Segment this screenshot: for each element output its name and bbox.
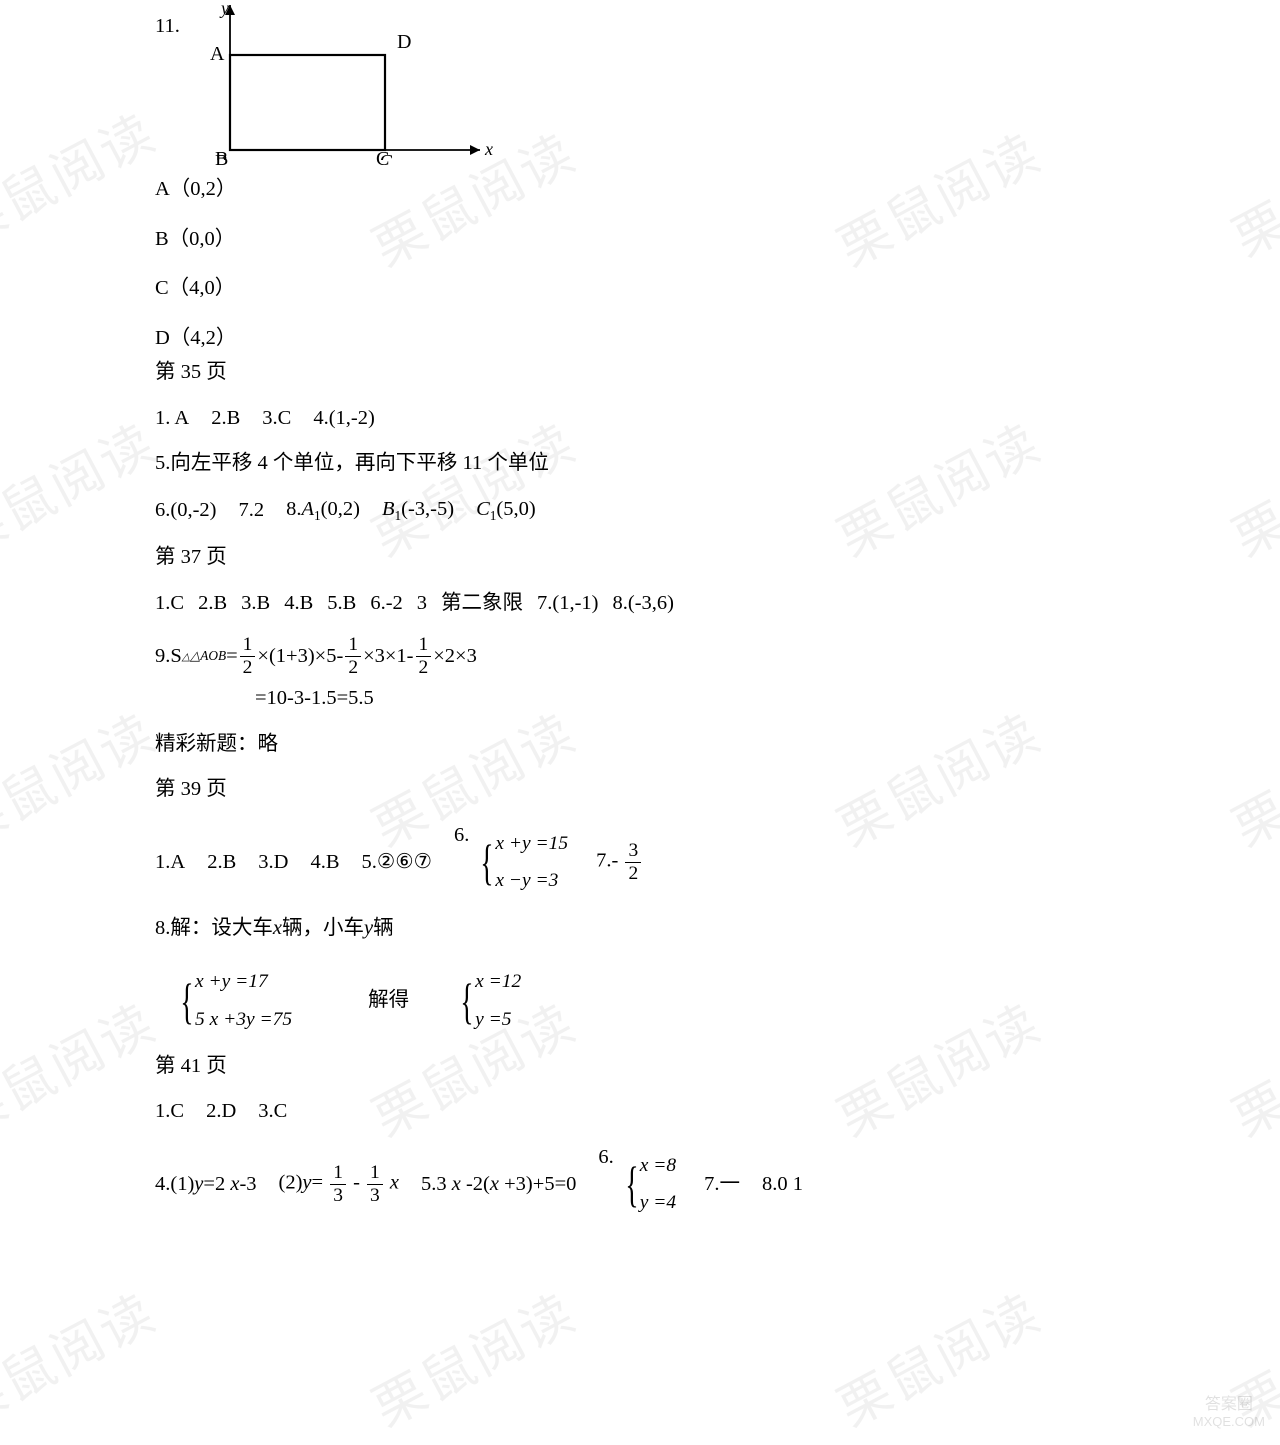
coord-c: C（4,0） bbox=[155, 274, 236, 303]
brace-icon: { bbox=[180, 976, 193, 1026]
p37-6: 6.-2 bbox=[370, 589, 402, 618]
p37-5: 5.B bbox=[327, 589, 356, 618]
watermark-text: 栗鼠阅读 bbox=[826, 118, 1054, 286]
brace-icon: { bbox=[481, 837, 494, 887]
p37-r3: =10-3-1.5=5.5 bbox=[255, 684, 1005, 713]
p35-r2: 5.向左平移 4 个单位，再向下平移 11 个单位 bbox=[155, 449, 1005, 478]
watermark-text: 栗鼠阅读 bbox=[826, 1278, 1054, 1445]
p35-header: 第 35 页 bbox=[155, 358, 1005, 387]
p35-6: 6.(0,-2) bbox=[155, 496, 216, 525]
p41-r1: 1.C 2.D 3.C bbox=[155, 1097, 1005, 1126]
graph-x-label: x bbox=[484, 139, 493, 159]
p35-r3: 6.(0,-2) 7.2 8.A1(0,2) B1(-3,-5) C1(5,0) bbox=[155, 495, 1005, 526]
q11-coords: A（0,2） B（0,0） C（4,0） D（4,2） bbox=[155, 175, 236, 374]
p37-7: 7.(1,-1) bbox=[537, 589, 598, 618]
p41-1: 1.C bbox=[155, 1097, 184, 1126]
graph-pt-b-label: B bbox=[215, 145, 228, 173]
watermark-text: 栗鼠阅读 bbox=[0, 408, 169, 576]
watermark-text: 栗鼠阅读 bbox=[0, 1278, 169, 1445]
p41-7: 7.一 bbox=[704, 1170, 740, 1199]
p37-8: 8.(-3,6) bbox=[613, 589, 674, 618]
watermark-text: 栗鼠阅读 bbox=[1221, 698, 1280, 866]
watermark-text: 栗鼠阅读 bbox=[1221, 408, 1280, 576]
p35-1: 1. A bbox=[155, 404, 189, 433]
p41-2: 2.D bbox=[206, 1097, 236, 1126]
p39-2: 2.B bbox=[207, 848, 236, 877]
p39-1: 1.A bbox=[155, 848, 185, 877]
p35-3: 3.C bbox=[262, 404, 291, 433]
coord-d: D（4,2） bbox=[155, 324, 236, 353]
p35-8: 8.A1(0,2) bbox=[286, 495, 360, 526]
graph-pt-d: D bbox=[397, 31, 411, 53]
watermark-text: 栗鼠阅读 bbox=[361, 1278, 589, 1445]
brace-icon: { bbox=[625, 1159, 638, 1209]
coord-b: B（0,0） bbox=[155, 225, 236, 254]
watermark-text: 栗鼠阅读 bbox=[1221, 988, 1280, 1156]
p39-r1: 1.A 2.B 3.D 4.B 5.②⑥⑦ 6. { x +y =15 x −y… bbox=[155, 821, 1005, 904]
q11-graph: A D B C y x bbox=[185, 0, 495, 169]
p35-2: 2.B bbox=[211, 404, 240, 433]
p37-3: 3.B bbox=[241, 589, 270, 618]
p35-8c: C1(5,0) bbox=[476, 495, 536, 526]
watermark-text: 栗鼠阅读 bbox=[1221, 108, 1280, 276]
graph-pt-a: A bbox=[210, 43, 225, 65]
p39-7: 7.- 32 bbox=[596, 840, 643, 884]
watermark-text: 栗鼠阅读 bbox=[0, 988, 169, 1156]
footer-watermark: 答案圈 MXQE.COM bbox=[1193, 1395, 1265, 1430]
p39-5: 5.②⑥⑦ bbox=[362, 848, 433, 877]
brace-icon: { bbox=[461, 976, 474, 1026]
p37-r1: 1.C 2.B 3.B 4.B 5.B 6.-2 3 第二象限 7.(1,-1)… bbox=[155, 589, 1005, 618]
p39-6: 6. { x +y =15 x −y =3 bbox=[454, 821, 574, 904]
p37-6b: 3 bbox=[417, 589, 427, 618]
watermark-text: 栗鼠阅读 bbox=[0, 98, 169, 266]
graph-pt-c-label: C bbox=[376, 145, 389, 173]
p35-7: 7.2 bbox=[238, 496, 264, 525]
watermark-text: 栗鼠阅读 bbox=[0, 698, 169, 866]
p41-3: 3.C bbox=[258, 1097, 287, 1126]
p37-header: 第 37 页 bbox=[155, 543, 1005, 572]
p39-3: 3.D bbox=[258, 848, 288, 877]
p37-2: 2.B bbox=[198, 589, 227, 618]
p37-r4: 精彩新题：略 bbox=[155, 730, 1005, 759]
p35-4: 4.(1,-2) bbox=[313, 404, 374, 433]
p39-4: 4.B bbox=[310, 848, 339, 877]
p39-r2: 8.解：设大车 x 辆，小车 y 辆 bbox=[155, 914, 1005, 943]
p41-5: 5.3 x -2(x +3)+5=0 bbox=[421, 1170, 576, 1199]
p41-6: 6. { x =8 y =4 bbox=[598, 1143, 682, 1226]
p41-4a: 4.(1)y=2 x-3 bbox=[155, 1170, 257, 1199]
coord-a: A（0,2） bbox=[155, 175, 236, 204]
p35-8b: B1(-3,-5) bbox=[382, 495, 454, 526]
p41-4b: (2)y= 13 - 13 x bbox=[279, 1162, 399, 1206]
main-content: 第 35 页 1. A 2.B 3.C 4.(1,-2) 5.向左平移 4 个单… bbox=[155, 358, 1005, 1243]
p37-4: 4.B bbox=[284, 589, 313, 618]
q11-label: 11. bbox=[155, 12, 180, 41]
p41-header: 第 41 页 bbox=[155, 1052, 1005, 1081]
graph-y-label: y bbox=[219, 0, 229, 18]
p39-header: 第 39 页 bbox=[155, 775, 1005, 804]
p35-r1: 1. A 2.B 3.C 4.(1,-2) bbox=[155, 404, 1005, 433]
p41-8: 8.0 1 bbox=[762, 1170, 803, 1199]
p37-r2: 9.S△△AOB = 12 ×(1+3)×5- 12 ×3×1- 12 ×2×3 bbox=[155, 634, 1005, 678]
p39-r3: { x +y =17 5 x +3y =75 解得 { x =12 y =5 bbox=[155, 959, 1005, 1042]
p37-6c: 第二象限 bbox=[441, 589, 523, 618]
p41-r2: 4.(1)y=2 x-3 (2)y= 13 - 13 x 5.3 x -2(x … bbox=[155, 1143, 1005, 1226]
p37-1: 1.C bbox=[155, 589, 184, 618]
